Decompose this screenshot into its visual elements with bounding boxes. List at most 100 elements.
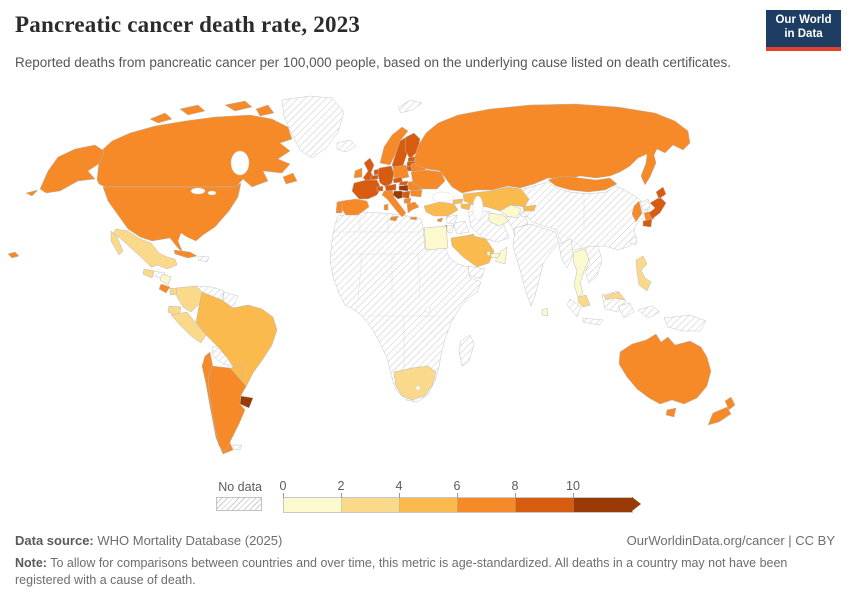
page-title: Pancreatic cancer death rate, 2023: [15, 12, 361, 37]
country-turkey[interactable]: [423, 201, 459, 217]
country-serbia[interactable]: [401, 190, 411, 200]
country-qatar[interactable]: [486, 250, 491, 257]
country-yemen[interactable]: [467, 265, 486, 280]
country-iraq[interactable]: [452, 220, 470, 235]
country-ireland[interactable]: [353, 167, 363, 179]
legend-bin[interactable]: [400, 498, 458, 512]
region-indochina[interactable]: [584, 245, 603, 284]
country-turkmenistan[interactable]: [488, 212, 510, 227]
country-usa-hawaii[interactable]: [7, 251, 20, 259]
country-austria[interactable]: [384, 183, 397, 192]
country-greece[interactable]: [406, 201, 420, 221]
country-germany[interactable]: [377, 165, 395, 188]
country-cuba[interactable]: [173, 249, 198, 259]
note-text: To allow for comparisons between countri…: [15, 556, 788, 587]
country-peru[interactable]: [170, 311, 207, 344]
country-south-africa[interactable]: [393, 365, 437, 401]
country-hungary[interactable]: [398, 184, 410, 192]
country-guatemala[interactable]: [142, 268, 155, 279]
no-data-label: No data: [218, 480, 262, 494]
country-indonesia-sumatra[interactable]: [566, 298, 582, 318]
data-source-label: Data source:: [15, 533, 94, 548]
country-svalbard[interactable]: [397, 99, 423, 114]
country-poland[interactable]: [392, 164, 410, 180]
country-usa-alaska[interactable]: [25, 144, 105, 197]
country-canada[interactable]: [96, 100, 298, 188]
country-france[interactable]: [351, 179, 382, 200]
country-russia[interactable]: [413, 103, 691, 223]
lake-ontario: [207, 190, 217, 196]
country-azerbaijan-armenia[interactable]: [460, 203, 472, 211]
country-papua-new-guinea[interactable]: [663, 314, 707, 332]
country-jordan[interactable]: [446, 224, 455, 234]
legend-tick-label: 8: [511, 479, 519, 493]
country-bulgaria[interactable]: [409, 189, 423, 198]
no-data-swatch[interactable]: [216, 497, 262, 511]
legend-tick-label: 2: [337, 479, 345, 493]
country-myanmar[interactable]: [558, 238, 574, 269]
legend-tick-label: 10: [566, 479, 580, 493]
country-taiwan[interactable]: [629, 236, 638, 246]
country-saudi-arabia[interactable]: [450, 234, 495, 268]
country-malaysia[interactable]: [577, 291, 626, 308]
country-norway[interactable]: [379, 126, 409, 166]
country-indonesia-java[interactable]: [582, 317, 604, 326]
legend-bin[interactable]: [516, 498, 574, 512]
country-indonesia-maluku[interactable]: [637, 305, 661, 319]
country-cyprus[interactable]: [436, 217, 444, 223]
country-north-korea[interactable]: [639, 198, 651, 211]
country-ukraine[interactable]: [410, 169, 446, 190]
country-australia[interactable]: [618, 333, 712, 418]
country-switzerland[interactable]: [376, 185, 384, 192]
legend-bin[interactable]: [284, 498, 342, 512]
legend-tick-label: 6: [453, 479, 461, 493]
country-argentina[interactable]: [207, 365, 247, 453]
country-uzbekistan[interactable]: [499, 204, 522, 219]
country-portugal[interactable]: [335, 200, 343, 214]
legend-tick-line: [341, 493, 342, 498]
legend-bin[interactable]: [574, 498, 632, 512]
country-indonesia-sulawesi[interactable]: [617, 302, 635, 319]
country-madagascar[interactable]: [458, 334, 475, 367]
country-falklands[interactable]: [232, 444, 243, 451]
country-georgia[interactable]: [452, 198, 464, 205]
country-haiti[interactable]: [197, 255, 210, 263]
note-label: Note:: [15, 556, 47, 570]
country-kuwait[interactable]: [468, 233, 475, 240]
country-costa-rica[interactable]: [158, 283, 171, 294]
country-thailand[interactable]: [572, 248, 590, 298]
internal-borders: [334, 192, 585, 368]
legend-tick-label: 0: [279, 479, 287, 493]
country-mexico[interactable]: [110, 228, 178, 270]
country-colombia[interactable]: [175, 285, 203, 313]
country-brazil[interactable]: [195, 291, 278, 398]
black-sea: [431, 191, 455, 203]
country-usa[interactable]: [102, 182, 242, 254]
country-mongolia[interactable]: [547, 175, 618, 193]
country-iceland[interactable]: [336, 139, 357, 153]
legend-bin[interactable]: [458, 498, 516, 512]
country-new-zealand[interactable]: [707, 396, 736, 426]
legend-bin[interactable]: [342, 498, 400, 512]
legend-tick-line: [283, 493, 284, 498]
owid-logo[interactable]: Our World in Data: [766, 10, 841, 51]
country-philippines[interactable]: [635, 255, 652, 292]
country-egypt[interactable]: [423, 225, 449, 251]
country-italy[interactable]: [381, 188, 407, 222]
country-sri-lanka[interactable]: [541, 307, 549, 317]
country-uruguay[interactable]: [239, 395, 254, 409]
country-india[interactable]: [512, 223, 560, 307]
hudson-bay: [230, 150, 250, 176]
license-link[interactable]: OurWorldinData.org/cancer | CC BY: [626, 533, 835, 548]
country-oman[interactable]: [494, 246, 508, 265]
legend-bar[interactable]: [283, 497, 633, 513]
country-nicaragua[interactable]: [159, 273, 172, 286]
country-japan[interactable]: [642, 186, 667, 228]
owid-logo-line1: Our World: [775, 14, 832, 26]
page-subtitle: Reported deaths from pancreatic cancer p…: [15, 55, 731, 70]
country-kyrgyzstan[interactable]: [522, 204, 537, 212]
country-greenland[interactable]: [281, 95, 345, 159]
legend-tick-label: 4: [395, 479, 403, 493]
country-belgium[interactable]: [370, 174, 379, 181]
